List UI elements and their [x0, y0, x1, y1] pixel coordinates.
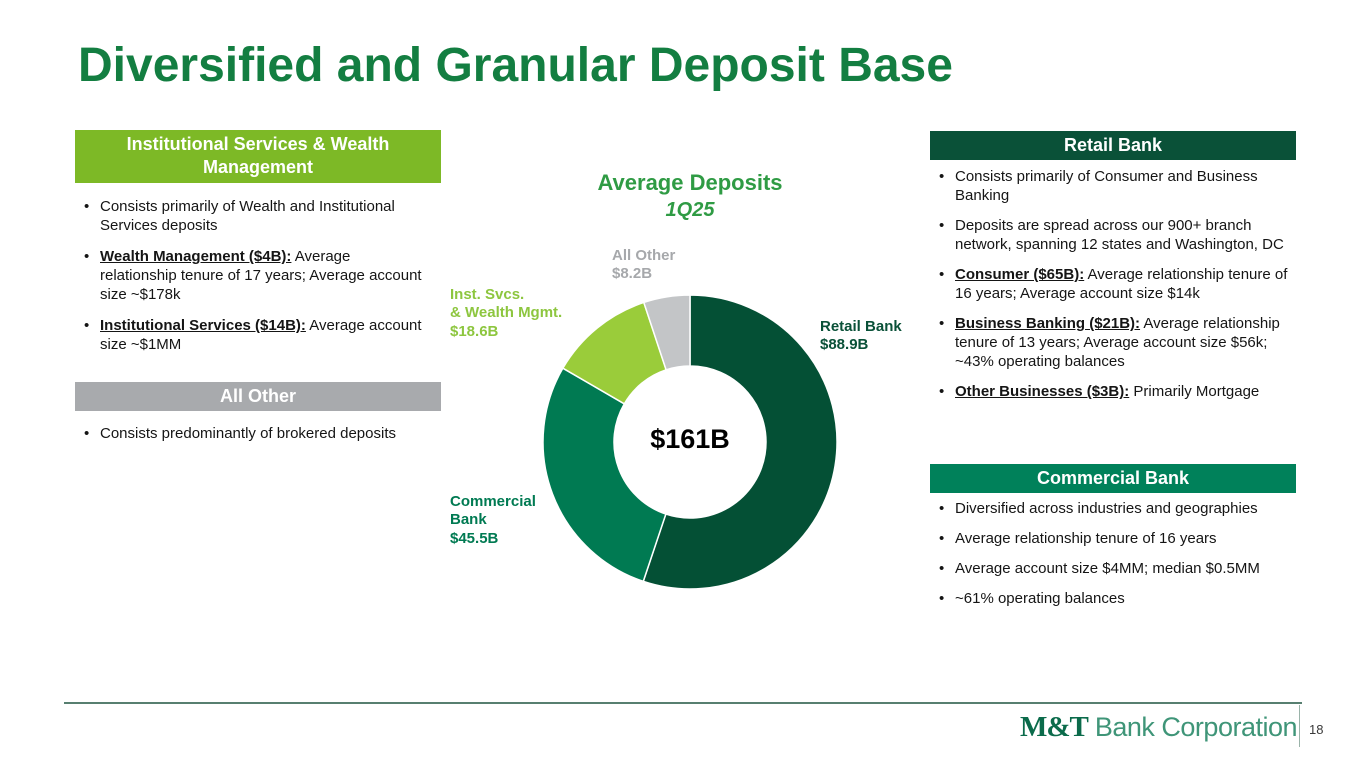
list-item: Business Banking ($21B): Average relatio… [933, 314, 1293, 371]
logo-mt: M&T [1020, 711, 1089, 743]
list-item: Average account size $4MM; median $0.5MM [933, 559, 1293, 578]
footer-rule [64, 702, 1302, 704]
inst-svcs-wealth-header: Institutional Services & Wealth Manageme… [75, 130, 441, 183]
list-item: Wealth Management ($4B): Average relatio… [78, 247, 430, 304]
donut-chart [542, 294, 838, 590]
donut-segment-commercial-bank [542, 367, 667, 583]
bullet-text: Average relationship tenure of 16 years;… [955, 266, 1288, 303]
callout-inst-svcs-wealth-mgmt: Inst. Svcs. & Wealth Mgmt. $18.6B [450, 286, 563, 340]
bullet-lead: Other Businesses ($3B): [955, 383, 1130, 401]
retail-bank-header: Retail Bank [930, 131, 1296, 161]
donut-center-total: $161B [650, 424, 730, 454]
list-item: Other Businesses ($3B): Primarily Mortga… [933, 382, 1293, 401]
bullet-lead: Business Banking ($21B): [955, 315, 1141, 333]
commercial-bank-bullets: Diversified across industries and geogra… [933, 499, 1293, 619]
donut-segment-retail-bank [642, 294, 838, 590]
list-item: Consists predominantly of brokered depos… [78, 424, 430, 443]
bullet-lead: Institutional Services ($14B): [100, 317, 306, 335]
retail-bank-bullets: Consists primarily of Consumer and Busin… [933, 167, 1293, 412]
bullet-lead: Consumer ($65B): [955, 266, 1085, 284]
all-other-header: All Other [75, 382, 441, 412]
bullet-text: Consists primarily of Wealth and Institu… [100, 198, 395, 235]
bullet-text: ~61% operating balances [955, 590, 1125, 608]
page-number: 18 [1309, 722, 1324, 737]
bullet-text: Consists predominantly of brokered depos… [100, 425, 396, 442]
chart-title: Average Deposits [597, 170, 783, 195]
commercial-bank-header: Commercial Bank [930, 464, 1296, 494]
bullet-text: Average account size $4MM; median $0.5MM [955, 560, 1260, 578]
callout-commercial-bank: Commercial Bank $45.5B [450, 493, 536, 547]
donut-segment-all-other [642, 294, 691, 371]
bullet-text: Diversified across industries and geogra… [955, 500, 1258, 517]
list-item: Consists primarily of Wealth and Institu… [78, 197, 430, 235]
bullet-text: Average relationship tenure of 13 years;… [955, 315, 1280, 371]
bullet-text: Deposits are spread across our 900+ bran… [955, 217, 1284, 254]
list-item: Consists primarily of Consumer and Busin… [933, 167, 1293, 205]
mt-bank-logo: M&T Bank Corporation [1020, 711, 1298, 744]
callout-all-other: All Other $8.2B [612, 247, 676, 283]
list-item: ~61% operating balances [933, 589, 1293, 608]
logo-bank-corporation: Bank Corporation [1094, 712, 1298, 742]
page-number-divider [1299, 705, 1300, 747]
list-item: Deposits are spread across our 900+ bran… [933, 216, 1293, 254]
bullet-text: Average relationship tenure of 17 years;… [100, 248, 422, 304]
page-title: Diversified and Granular Deposit Base [78, 39, 953, 92]
inst-svcs-wealth-bullets: Consists primarily of Wealth and Institu… [78, 197, 430, 366]
list-item: Consumer ($65B): Average relationship te… [933, 265, 1293, 303]
bullet-lead: Wealth Management ($4B): [100, 248, 292, 266]
bullet-text: Average relationship tenure of 16 years [955, 530, 1217, 548]
list-item: Institutional Services ($14B): Average a… [78, 316, 430, 354]
list-item: Diversified across industries and geogra… [933, 499, 1293, 518]
list-item: Average relationship tenure of 16 years [933, 529, 1293, 548]
chart-subtitle: 1Q25 [665, 199, 715, 221]
bullet-text: Consists primarily of Consumer and Busin… [955, 168, 1258, 205]
callout-retail-bank: Retail Bank $88.9B [820, 318, 902, 354]
bullet-text: Average account size ~$1MM [100, 317, 422, 354]
bullet-text: Primarily Mortgage [1129, 383, 1260, 401]
all-other-bullets: Consists predominantly of brokered depos… [78, 424, 430, 455]
